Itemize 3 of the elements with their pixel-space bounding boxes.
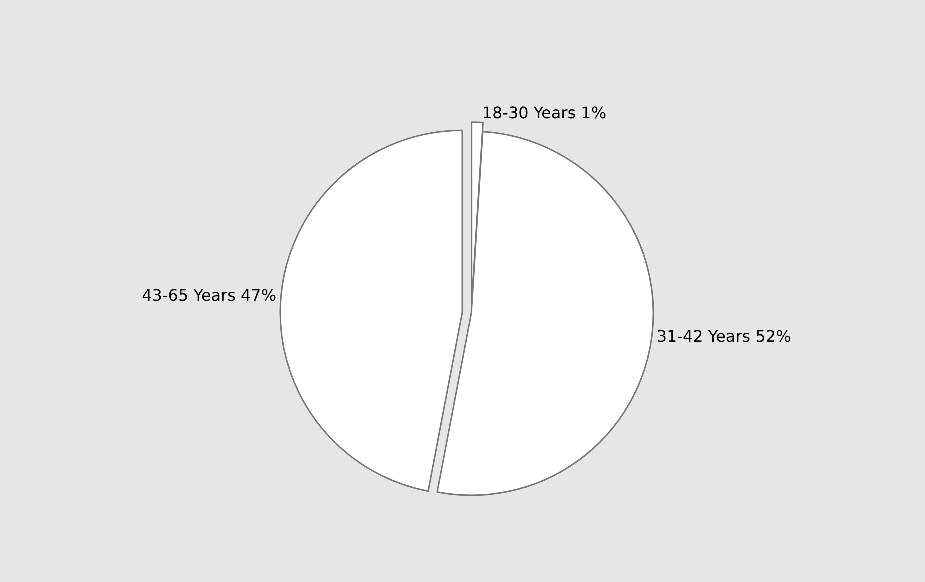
slice-label: 18-30 Years 1% (482, 104, 607, 123)
slice-label: 43-65 Years 47% (142, 286, 277, 305)
slice-label: 31-42 Years 52% (656, 326, 792, 346)
